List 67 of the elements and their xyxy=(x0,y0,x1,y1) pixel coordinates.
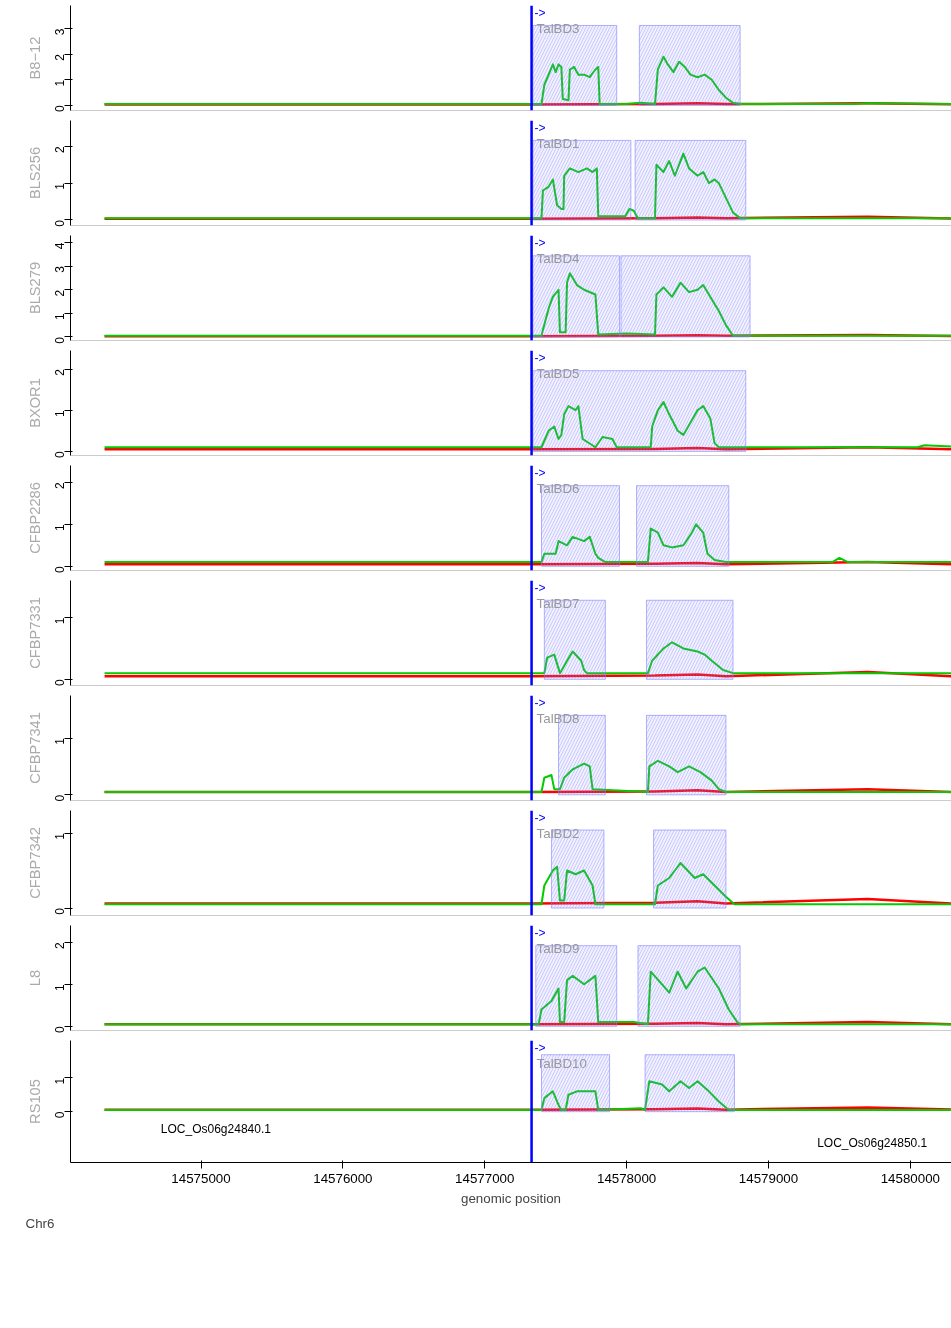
y-axis-title: CFBP7342 xyxy=(26,827,43,899)
annotation: LOC_Os06g24850.1 xyxy=(817,1136,928,1151)
annotation: -> xyxy=(534,810,546,825)
annotation: -> xyxy=(534,580,546,595)
ref-line-label: TalBD9 xyxy=(536,940,580,956)
x-axis-title: genomic position xyxy=(460,1190,562,1206)
annotation: LOC_Os06g24840.1 xyxy=(160,1122,272,1137)
y-tick-label: 0 xyxy=(53,1025,67,1033)
y-tick-label: 2 xyxy=(53,289,67,297)
y-axis-title: B8−12 xyxy=(26,36,43,80)
y-tick-label: 0 xyxy=(53,565,67,573)
ref-line-label: TalBD4 xyxy=(536,250,581,266)
x-tick-label: 14577000 xyxy=(455,1170,515,1186)
y-tick-label: 0 xyxy=(53,336,67,344)
ref-line-label: TalBD5 xyxy=(536,365,580,381)
y-axis-title: BLS279 xyxy=(26,261,43,315)
y-axis-title: BLS256 xyxy=(26,146,43,200)
y-tick-label: 1 xyxy=(53,737,67,745)
text: Chr6 xyxy=(25,1215,55,1231)
y-tick-label: 1 xyxy=(53,409,67,417)
y-tick-label: 2 xyxy=(53,368,67,376)
ref-line-label: TalBD6 xyxy=(536,480,580,496)
ref-line-label: TalBD1 xyxy=(536,135,580,151)
y-tick-label: 1 xyxy=(53,617,67,625)
annotation: -> xyxy=(534,235,546,250)
y-tick-label: 1 xyxy=(53,182,67,190)
y-tick-label: 0 xyxy=(53,105,67,113)
y-tick-label: 2 xyxy=(53,941,67,949)
y-axis-title: RS105 xyxy=(26,1079,43,1124)
y-axis-title: CFBP7331 xyxy=(26,597,43,669)
y-tick-label: 2 xyxy=(53,53,67,61)
annotation: -> xyxy=(534,350,546,365)
x-tick-label: 14579000 xyxy=(738,1170,799,1186)
ref-line-label: TalBD7 xyxy=(536,595,580,611)
y-tick-label: 3 xyxy=(53,28,67,36)
y-tick-label: 2 xyxy=(53,145,67,153)
y-tick-label: 1 xyxy=(53,523,67,531)
y-axis-title: CFBP2286 xyxy=(26,482,43,554)
y-tick-label: 1 xyxy=(53,1077,67,1085)
y-tick-label: 0 xyxy=(53,219,67,227)
x-tick-label: 14578000 xyxy=(596,1170,657,1186)
annotation: -> xyxy=(534,695,546,710)
x-tick-label: 14580000 xyxy=(880,1170,941,1186)
x-tick-label: 14575000 xyxy=(171,1170,231,1186)
y-tick-label: 0 xyxy=(53,1111,67,1119)
y-tick-label: 2 xyxy=(53,481,67,489)
annotation: -> xyxy=(534,1040,546,1055)
y-tick-label: 4 xyxy=(53,242,67,250)
y-axis-title: BXOR1 xyxy=(26,378,43,428)
ref-line-label: TalBD2 xyxy=(536,825,580,841)
y-tick-label: 1 xyxy=(53,313,67,321)
y-tick-label: 0 xyxy=(53,907,67,915)
y-axis-title: CFBP7341 xyxy=(26,712,43,784)
annotation: -> xyxy=(534,5,546,20)
y-tick-label: 1 xyxy=(53,983,67,991)
x-tick-label: 14576000 xyxy=(313,1170,373,1186)
y-axis-title: L8 xyxy=(26,969,43,987)
ref-line-label: TalBD3 xyxy=(536,20,580,36)
y-tick-label: 0 xyxy=(53,794,67,802)
annotation: -> xyxy=(534,465,546,480)
annotation: -> xyxy=(534,925,546,940)
y-tick-label: 0 xyxy=(53,451,67,459)
annotation: -> xyxy=(534,120,546,135)
y-tick-label: 3 xyxy=(53,265,67,273)
y-tick-label: 1 xyxy=(53,832,67,840)
y-tick-label: 0 xyxy=(53,679,67,686)
y-tick-label: 1 xyxy=(53,79,67,87)
